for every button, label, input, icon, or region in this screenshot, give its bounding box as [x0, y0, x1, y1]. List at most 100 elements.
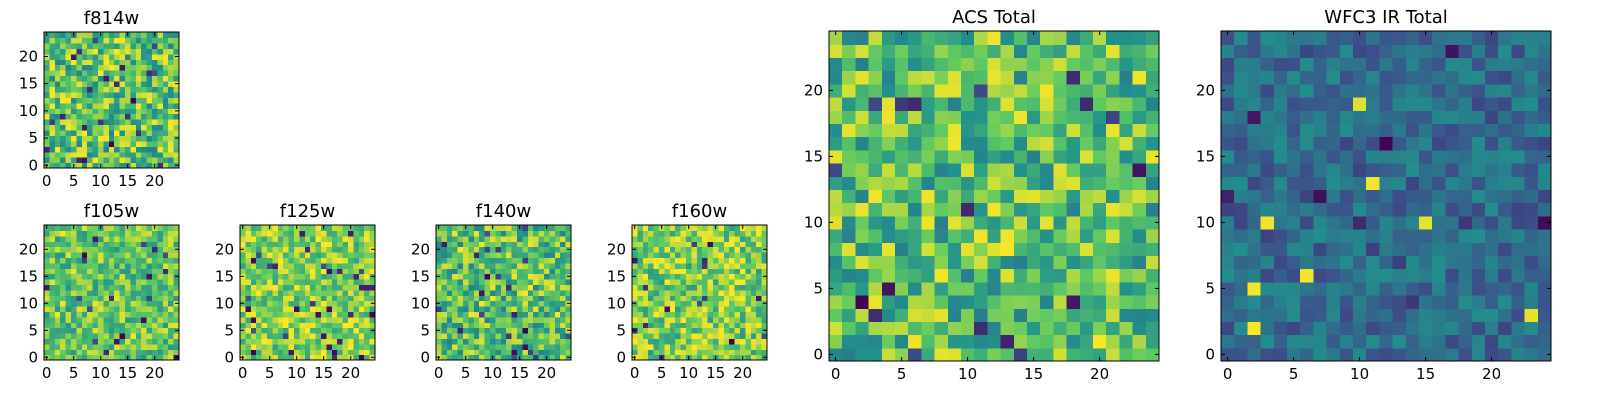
heatmap-cell [707, 295, 714, 302]
heatmap-cell [1366, 189, 1380, 204]
heatmap-cell [750, 279, 757, 285]
heatmap-cell [310, 252, 317, 258]
heatmap-cell [87, 37, 94, 44]
heatmap-cell [119, 225, 126, 231]
heatmap-cell [141, 140, 148, 147]
heatmap-cell [446, 279, 453, 285]
heatmap-cell [103, 162, 110, 169]
heatmap-cell [855, 163, 870, 177]
heatmap-cell [632, 322, 638, 329]
heatmap-cell [60, 343, 67, 350]
heatmap-cell [1106, 176, 1120, 190]
heatmap-cell [1445, 242, 1460, 256]
heatmap-cell [315, 311, 322, 318]
x-tick-label: 10 [679, 364, 698, 382]
heatmap-cell [304, 311, 311, 318]
heatmap-cell [76, 354, 83, 361]
heatmap-cell [119, 295, 126, 302]
heatmap-cell [114, 53, 121, 60]
heatmap-cell [65, 300, 72, 307]
heatmap-cell [1079, 255, 1094, 270]
heatmap-cell [436, 252, 442, 258]
heatmap-cell [130, 306, 137, 312]
heatmap-cell [560, 279, 567, 285]
heatmap-cell [108, 230, 115, 237]
heatmap-cell [1013, 242, 1028, 256]
heatmap-cell [441, 230, 448, 237]
heatmap-cell [364, 273, 371, 280]
axes-frame [828, 30, 1160, 362]
heatmap-cell [277, 262, 284, 269]
heatmap-cell [114, 70, 121, 77]
heatmap-cell [310, 273, 317, 280]
heatmap-cell [908, 308, 922, 322]
heatmap-cell [686, 338, 692, 345]
heatmap-cell [1405, 229, 1420, 243]
heatmap-cell [1234, 176, 1248, 190]
heatmap-cell [1247, 163, 1262, 177]
heatmap-cell [146, 241, 153, 248]
heatmap-cell [358, 257, 365, 264]
heatmap-cell [44, 140, 50, 147]
heatmap-cell [680, 322, 687, 329]
heatmap-cell [1392, 57, 1407, 72]
heatmap-cell [135, 257, 142, 264]
heatmap-cell [76, 124, 83, 131]
heatmap-cell [533, 333, 540, 339]
heatmap-cell [1119, 176, 1134, 190]
heatmap-cell [686, 252, 692, 258]
heatmap-cell [87, 102, 94, 109]
heatmap-cell [560, 257, 567, 264]
heatmap-cell [81, 64, 88, 71]
heatmap-cell [141, 129, 148, 136]
heatmap-cell [76, 268, 83, 275]
heatmap-cell [54, 322, 61, 329]
heatmap-cell [1300, 295, 1314, 309]
heatmap-cell [881, 57, 896, 72]
heatmap-cell [761, 284, 768, 291]
heatmap-cell [1445, 215, 1460, 230]
heatmap-cell [1106, 83, 1120, 98]
heatmap-cell [353, 349, 360, 356]
heatmap-cell [168, 230, 175, 237]
heatmap-cell [310, 257, 317, 264]
heatmap-cell [157, 230, 164, 237]
heatmap-cell [506, 354, 513, 361]
heatmap-cell [245, 273, 252, 280]
heatmap-cell [1027, 110, 1041, 124]
heatmap-cell [337, 333, 344, 339]
heatmap-cell [81, 59, 88, 66]
heatmap-cell [245, 225, 252, 231]
heatmap-cell [125, 284, 131, 291]
heatmap-cell [517, 268, 523, 275]
heatmap-cell [1106, 149, 1120, 164]
heatmap-cell [1053, 242, 1068, 256]
heatmap-cell [533, 230, 540, 237]
heatmap-cell [707, 311, 714, 318]
heatmap-cell [436, 230, 442, 237]
heatmap-cell [60, 140, 67, 147]
heatmap-cell [829, 281, 843, 296]
heatmap-cell [446, 252, 453, 258]
heatmap-cell [283, 295, 290, 302]
heatmap-cell [114, 349, 121, 356]
heatmap-cell [457, 306, 464, 312]
heatmap-cell [468, 354, 475, 361]
heatmap-cell [49, 108, 56, 115]
heatmap-cell [173, 306, 180, 312]
heatmap-cell [544, 241, 550, 248]
heatmap-cell [54, 225, 61, 231]
heatmap-cell [1066, 123, 1081, 138]
heatmap-cell [288, 322, 295, 329]
heatmap-cell [54, 75, 61, 82]
heatmap-cell [1287, 334, 1301, 349]
heatmap-cell [152, 262, 158, 269]
y-tick-label: 0 [224, 348, 234, 366]
heatmap-cell [686, 327, 692, 334]
heatmap-cell [463, 268, 469, 275]
heatmap-cell [321, 262, 327, 269]
heatmap-cell [81, 53, 88, 60]
heatmap-cell [71, 262, 77, 269]
heatmap-cell [103, 262, 110, 269]
heatmap-cell [522, 343, 529, 350]
